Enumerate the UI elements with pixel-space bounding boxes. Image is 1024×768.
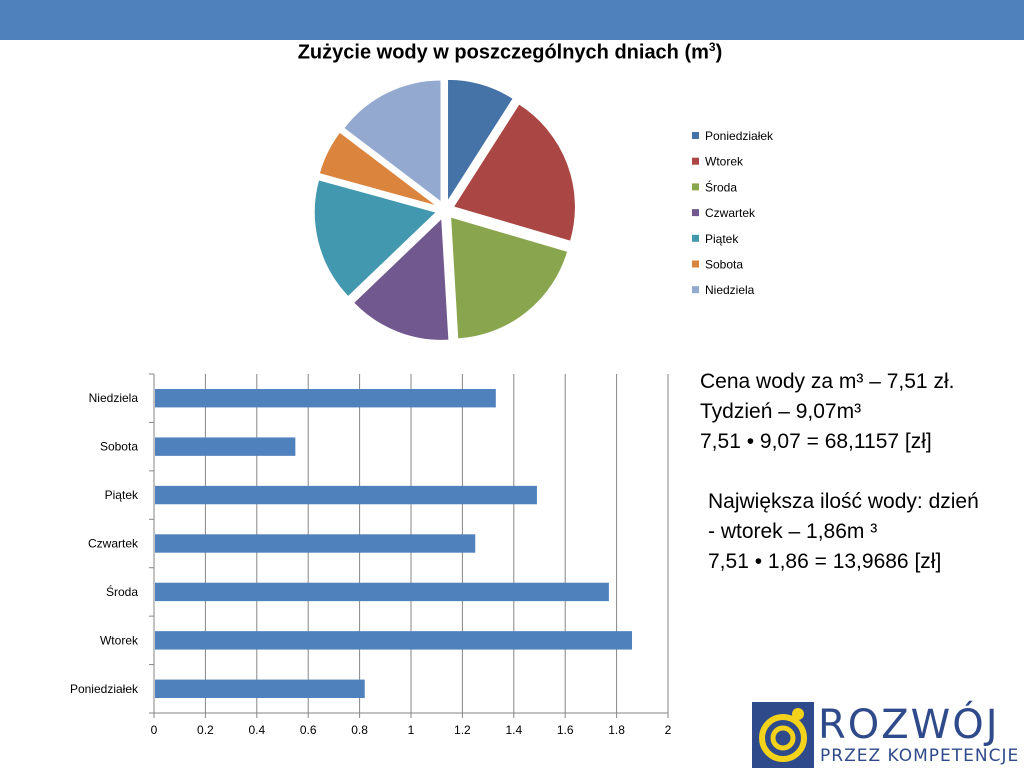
x-tick-label: 1.8 — [608, 723, 625, 737]
x-tick-label: 0 — [151, 723, 158, 737]
logo-wordmark: ROZWÓJ — [818, 702, 1000, 748]
pie-slice-wtorek — [452, 103, 576, 242]
logo-tagline: PRZEZ KOMPETENCJE — [820, 746, 1020, 766]
x-tick-label: 1.2 — [454, 723, 471, 737]
x-tick-label: 0.6 — [300, 723, 317, 737]
pie-slice-sobota — [318, 131, 438, 207]
y-category-label-sroda: Środa — [106, 584, 138, 599]
x-tick-label: 0.8 — [351, 723, 368, 737]
pie-slice-piatek — [313, 179, 438, 298]
pie-chart-title: Zużycie wody w poszczególnych dniach (m3… — [297, 40, 723, 64]
logo-emblem-icon — [752, 702, 814, 768]
y-category-label-niedziela: Niedziela — [89, 391, 139, 405]
y-category-label-wtorek: Wtorek — [100, 633, 139, 647]
max-usage-summary: Największa ilość wody: dzień - wtorek – … — [708, 487, 979, 577]
bar-sobota — [155, 437, 296, 456]
pie-slice-czwartek — [352, 217, 450, 341]
y-category-label-poniedzialek: Poniedziałek — [70, 682, 139, 696]
water-price-summary: Cena wody za m³ – 7,51 zł. Tydzień – 9,0… — [700, 367, 954, 457]
legend-swatch-niedziela — [692, 286, 699, 294]
legend-swatch-sroda — [692, 183, 699, 191]
legend-label-sobota: Sobota — [705, 258, 743, 272]
y-category-label-piatek: Piątek — [105, 488, 139, 502]
legend-label-sroda: Środa — [705, 179, 737, 194]
legend-label-poniedzialek: Poniedziałek — [705, 129, 774, 143]
info-line: 7,51 • 1,86 = 13,9686 [zł] — [708, 550, 942, 573]
bar-czwartek — [155, 534, 476, 553]
bar-wtorek — [155, 631, 633, 650]
x-tick-label: 1.6 — [557, 723, 574, 737]
info-line: Cena wody za m³ – 7,51 zł. — [700, 370, 955, 393]
pie-slice-sroda — [450, 216, 569, 340]
y-category-label-sobota: Sobota — [100, 440, 138, 454]
y-category-label-czwartek: Czwartek — [88, 537, 139, 551]
legend-swatch-piatek — [692, 234, 699, 242]
top-band — [0, 0, 1024, 40]
x-tick-label: 2 — [665, 723, 672, 737]
bar-piatek — [155, 485, 537, 505]
x-tick-label: 0.2 — [197, 723, 214, 737]
info-line: Największa ilość wody: dzień — [708, 490, 979, 513]
legend-label-piatek: Piątek — [705, 232, 739, 246]
rozwoj-logo: ROZWÓJ PRZEZ KOMPETENCJE — [752, 700, 1024, 768]
legend-swatch-poniedzialek — [692, 132, 699, 139]
info-line: 7,51 • 9,07 = 68,1157 [zł] — [700, 430, 932, 453]
info-line: Tydzień – 9,07m³ — [700, 400, 862, 423]
bar-niedziela — [155, 389, 496, 408]
x-tick-label: 1 — [408, 723, 415, 737]
bar-sroda — [155, 582, 609, 602]
bar-poniedzialek — [155, 679, 365, 698]
pie-slice-niedziela — [343, 79, 442, 203]
legend-label-wtorek: Wtorek — [705, 155, 744, 169]
bar-chart: 0 0.2 0.4 0.6 0.8 1 1.2 1.4 1.6 1.8 2 Poniedziałek W… — [70, 373, 672, 737]
x-tick-label: 0.4 — [248, 723, 265, 737]
x-tick-label: 1.4 — [505, 723, 522, 737]
pie-slice-poniedzialek — [447, 78, 514, 204]
legend-swatch-sobota — [692, 260, 699, 268]
legend-swatch-czwartek — [692, 209, 699, 217]
info-line: - wtorek – 1,86m ³ — [708, 520, 878, 543]
pie-chart — [313, 78, 576, 341]
legend-label-niedziela: Niedziela — [705, 283, 755, 297]
pie-legend: Poniedziałek Wtorek Środa Czwartek Piątek Sob… — [692, 129, 774, 297]
legend-swatch-wtorek — [692, 157, 699, 165]
legend-label-czwartek: Czwartek — [705, 206, 756, 220]
